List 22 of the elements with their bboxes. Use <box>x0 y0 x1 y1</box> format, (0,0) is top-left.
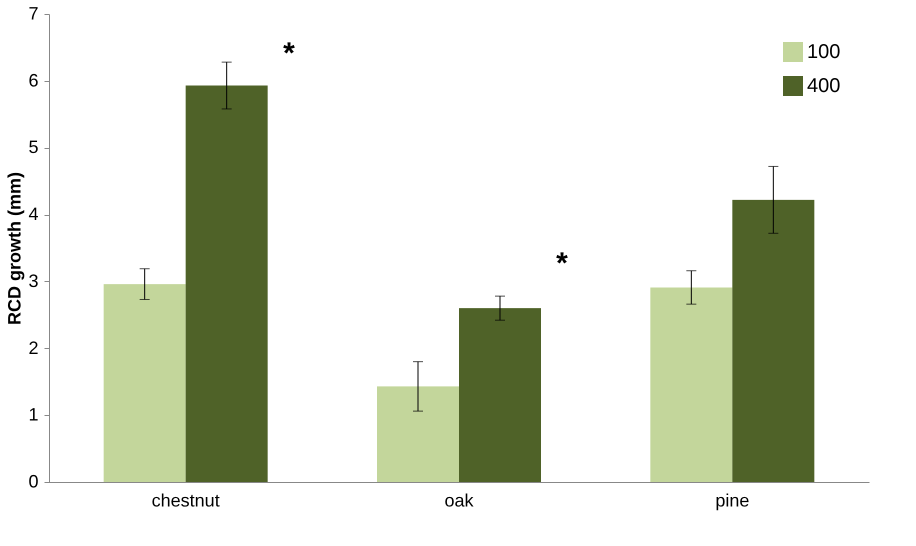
y-tick-label: 4 <box>28 204 38 224</box>
y-tick-label: 5 <box>28 137 38 158</box>
bar <box>104 284 186 482</box>
y-tick-label: 2 <box>28 338 38 358</box>
annotation: * <box>556 247 568 280</box>
legend-label: 100 <box>807 41 840 63</box>
y-tick-label: 1 <box>28 404 38 425</box>
bar <box>732 200 814 482</box>
legend-label: 400 <box>807 75 840 97</box>
y-tick-label: 6 <box>28 70 38 90</box>
y-tick-label: 0 <box>28 472 38 492</box>
x-tick-label: chestnut <box>152 490 220 510</box>
y-axis-title: RCD growth (mm) <box>4 172 24 325</box>
bar <box>377 386 459 482</box>
bar <box>459 308 541 482</box>
annotation: * <box>283 37 296 70</box>
x-tick-label: oak <box>444 490 475 510</box>
y-tick-label: 3 <box>28 270 38 291</box>
x-tick-label: pine <box>715 490 750 510</box>
bar <box>186 86 268 482</box>
bar <box>650 287 732 482</box>
y-tick-label: 7 <box>28 4 38 24</box>
